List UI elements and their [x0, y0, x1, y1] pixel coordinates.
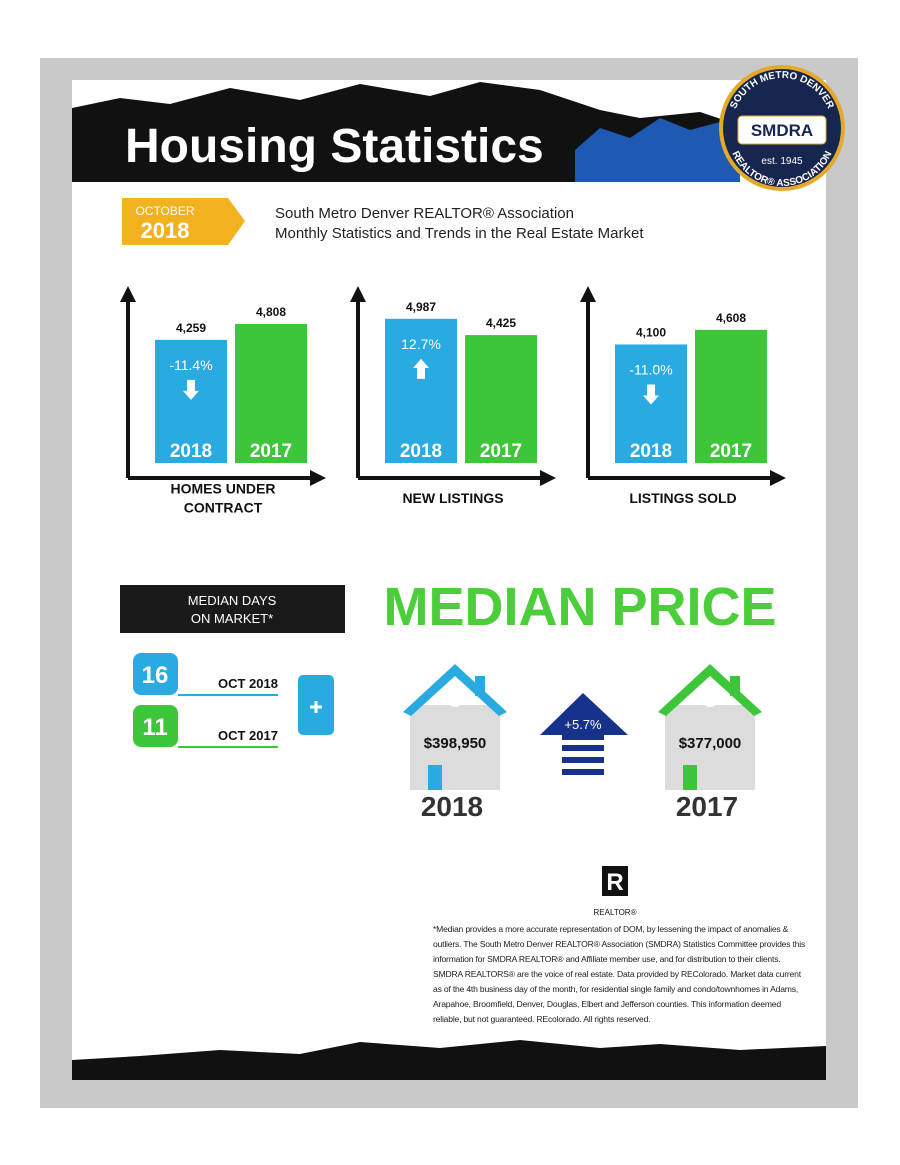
badge-year: 2018	[141, 218, 190, 243]
chart-title: CONTRACT	[184, 500, 263, 516]
bar	[465, 335, 537, 463]
roof	[403, 664, 507, 716]
arrow-bar	[562, 745, 604, 751]
axis	[356, 300, 546, 480]
chart-title: HOMES UNDER	[170, 481, 275, 497]
window	[448, 693, 462, 707]
footer-band	[72, 1040, 826, 1080]
logo-est: est. 1945	[761, 156, 803, 167]
category-label: 2017	[250, 441, 292, 462]
days-value: 16	[142, 662, 169, 689]
axis-arrow	[310, 470, 326, 486]
badge	[122, 198, 245, 245]
days-box	[133, 705, 178, 747]
value-label: 4,259	[176, 321, 206, 335]
axis	[586, 300, 776, 480]
days-value: 11	[142, 714, 167, 741]
change-arrow	[183, 379, 199, 400]
realtor-r: R	[606, 869, 623, 896]
house-body	[665, 705, 755, 790]
axis-arrow	[350, 286, 366, 302]
realtor-logo	[602, 866, 628, 896]
value-label: 4,808	[256, 305, 286, 319]
house-body	[410, 705, 500, 790]
footnote: *Median provides a more accurate represe…	[433, 924, 806, 1024]
category-label: 2018	[630, 441, 672, 462]
window	[703, 693, 717, 707]
value-label: 4,987	[406, 300, 436, 314]
price-change: +5.7%	[564, 717, 602, 732]
title: Housing Statistics	[125, 120, 544, 173]
median-price-title: MEDIAN PRICE	[383, 577, 776, 637]
days-title: MEDIAN DAYS	[188, 593, 277, 608]
bar	[695, 329, 767, 463]
axis-arrow	[540, 470, 556, 486]
days-label: OCT 2017	[218, 728, 278, 743]
realtor-label: REALTOR®	[594, 908, 637, 917]
days-title: ON MARKET*	[191, 611, 273, 626]
arrow-shaft	[562, 726, 604, 740]
change-label: -11.4%	[169, 357, 212, 373]
change-arrow	[413, 358, 429, 379]
header-band	[72, 82, 740, 182]
days-title-box	[120, 585, 345, 633]
chart-title: NEW LISTINGS	[402, 490, 503, 506]
plus-icon	[310, 701, 322, 713]
arrow-bar	[562, 757, 604, 763]
logo-plate	[737, 115, 827, 145]
arrow-bar	[562, 769, 604, 775]
roof	[658, 664, 762, 716]
axis-arrow	[120, 286, 136, 302]
axis-arrow	[580, 286, 596, 302]
days-box	[133, 653, 178, 695]
subtitle: South Metro Denver REALTOR® Association	[275, 205, 574, 222]
category-label: 2017	[710, 441, 752, 462]
door	[683, 765, 697, 790]
blue-mountains	[575, 118, 740, 182]
chimney	[730, 676, 740, 696]
bar	[235, 324, 307, 463]
chimney	[475, 676, 485, 696]
house-year: 2018	[421, 791, 483, 822]
sheet	[72, 80, 826, 1080]
value-label: 4,608	[716, 311, 746, 325]
house-year: 2017	[676, 791, 738, 822]
axis-arrow	[770, 470, 786, 486]
days-label: OCT 2018	[218, 676, 278, 691]
axis	[126, 300, 316, 480]
category-label: 2017	[480, 441, 522, 462]
subtitle: Monthly Statistics and Trends in the Rea…	[275, 225, 644, 242]
house-price: $398,950	[424, 735, 487, 752]
change-arrow	[643, 384, 659, 405]
value-label: 4,425	[486, 316, 516, 330]
change-label: 12.7%	[401, 336, 441, 352]
house-price: $377,000	[679, 735, 742, 752]
chart-title: LISTINGS SOLD	[629, 490, 736, 506]
bar	[155, 339, 227, 463]
logo-name: SMDRA	[751, 121, 813, 140]
value-label: 4,100	[636, 325, 666, 339]
category-label: 2018	[400, 441, 442, 462]
change-label: -11.0%	[629, 361, 672, 377]
badge-month: OCTOBER	[135, 204, 194, 218]
category-label: 2018	[170, 441, 212, 462]
bar	[385, 318, 457, 463]
door	[428, 765, 442, 790]
